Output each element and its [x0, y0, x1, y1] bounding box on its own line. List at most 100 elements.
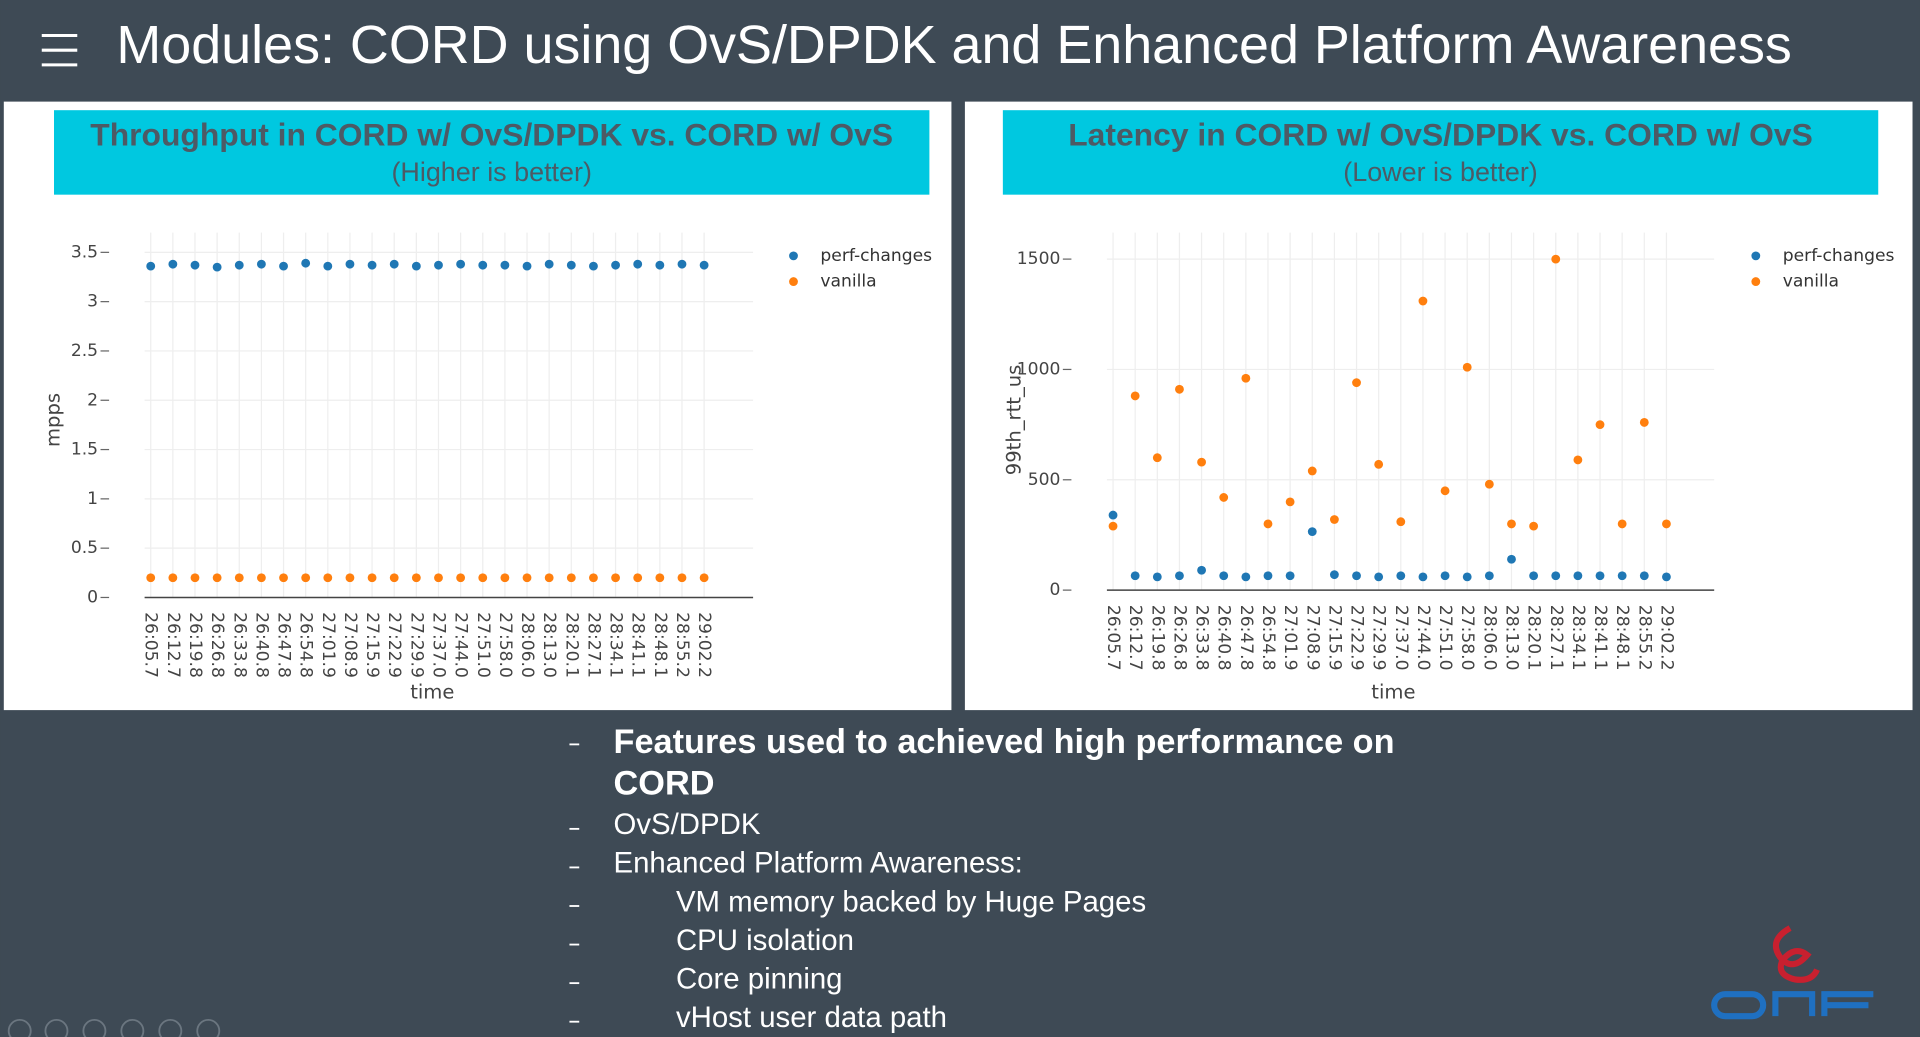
- data-point: [633, 259, 643, 269]
- data-point: [256, 259, 266, 269]
- data-point: [279, 573, 288, 583]
- nav-controls[interactable]: [7, 1018, 221, 1037]
- data-point: [655, 260, 665, 270]
- y-tick-label: 1500: [1017, 249, 1061, 269]
- data-point: [1130, 391, 1140, 401]
- data-point: [1418, 572, 1428, 582]
- sub-bullet-text: VM memory backed by Huge Pages: [676, 885, 1146, 918]
- x-tick-label: 27:51.0: [473, 612, 493, 678]
- data-point: [1396, 517, 1406, 527]
- data-point: [1197, 565, 1206, 575]
- bullet-text: Enhanced Platform Awareness:: [614, 847, 1023, 880]
- y-tick-label: 500: [1028, 470, 1061, 490]
- x-tick-label: 26:26.8: [207, 612, 227, 678]
- data-point: [1462, 362, 1472, 372]
- data-point: [1108, 510, 1118, 520]
- y-tick-label: 1.5: [71, 440, 98, 460]
- x-tick-label: 27:44.0: [451, 612, 471, 678]
- x-tick-label: 26:54.8: [296, 612, 316, 678]
- data-point: [522, 573, 532, 583]
- x-tick-label: 27:37.0: [1391, 605, 1411, 671]
- x-tick-label: 28:41.1: [628, 612, 648, 678]
- y-tick-label: 2.5: [71, 341, 98, 361]
- y-tick-label: 0: [1049, 580, 1060, 600]
- bullet-block: Features used to achieved high performan…: [613, 722, 1395, 802]
- data-point: [1484, 571, 1494, 581]
- data-point: [146, 261, 156, 271]
- x-tick-label: 26:47.8: [274, 612, 294, 678]
- legend-label: vanilla: [820, 272, 876, 292]
- data-point: [1595, 571, 1605, 581]
- x-tick-label: 27:51.0: [1435, 605, 1455, 671]
- data-point: [1241, 373, 1251, 383]
- y-tick-label: 2: [87, 390, 98, 410]
- menu-icon[interactable]: [41, 33, 78, 67]
- data-point: [500, 573, 510, 583]
- data-point: [1484, 479, 1494, 489]
- x-tick-label: 26:33.8: [1192, 605, 1212, 671]
- data-point: [168, 259, 178, 269]
- data-point: [1617, 519, 1627, 529]
- data-point: [1329, 515, 1339, 524]
- data-point: [456, 259, 466, 269]
- data-point: [611, 573, 620, 583]
- bullet-text: Features used to achieved high performan…: [613, 722, 1395, 802]
- data-point: [323, 261, 333, 271]
- chart-title: Throughput in CORD w/ OvS/DPDK vs. CORD …: [90, 117, 893, 153]
- data-point: [478, 573, 488, 583]
- title-box: [54, 110, 930, 195]
- data-point: [611, 260, 620, 270]
- x-tick-label: 26:40.8: [1214, 605, 1234, 671]
- x-tick-label: 28:13.0: [1501, 605, 1521, 671]
- y-tick-label: 3.5: [71, 242, 98, 262]
- x-tick-label: 27:37.0: [428, 612, 448, 678]
- data-point: [1418, 296, 1428, 306]
- sub-bullet-text: vHost user data path: [676, 1001, 947, 1034]
- data-point: [1374, 572, 1384, 582]
- data-point: [212, 573, 222, 583]
- data-point: [434, 260, 443, 270]
- data-point: [389, 259, 399, 269]
- x-tick-label: 26:33.8: [229, 612, 249, 678]
- x-tick-label: 28:55.2: [1634, 605, 1654, 671]
- x-tick-label: 26:19.8: [1147, 605, 1167, 671]
- y-tick-label: 1000: [1017, 359, 1061, 379]
- data-point: [345, 259, 355, 269]
- data-point: [367, 260, 377, 270]
- x-tick-label: 27:15.9: [1324, 605, 1344, 671]
- y-tick-label: 1: [87, 489, 98, 509]
- data-point: [633, 573, 643, 583]
- y-tick-label: 3: [87, 292, 98, 312]
- data-point: [168, 573, 178, 583]
- slide-title: Modules: CORD using OvS/DPDK and Enhance…: [116, 15, 1791, 75]
- data-point: [1595, 420, 1605, 430]
- x-tick-label: 28:55.2: [672, 612, 692, 678]
- data-point: [589, 261, 598, 271]
- x-tick-label: 28:27.1: [583, 612, 603, 678]
- x-tick-label: 26:47.8: [1236, 605, 1256, 671]
- data-point: [677, 573, 687, 583]
- x-axis-label: time: [410, 680, 454, 703]
- data-point: [1108, 521, 1118, 531]
- data-point: [1352, 378, 1361, 388]
- x-tick-label: 27:08.9: [1302, 605, 1322, 671]
- x-tick-label: 26:12.7: [163, 612, 183, 678]
- legend-marker: [1751, 277, 1761, 287]
- x-tick-label: 28:41.1: [1590, 605, 1610, 671]
- x-tick-label: 28:20.1: [1524, 605, 1544, 671]
- data-point: [1152, 453, 1162, 463]
- data-point: [301, 573, 311, 583]
- y-axis-label: mpps: [42, 393, 65, 447]
- chart-panel: [3, 101, 952, 711]
- chart-title: Latency in CORD w/ OvS/DPDK vs. CORD w/ …: [1068, 117, 1813, 153]
- data-point: [1396, 571, 1406, 581]
- data-point: [1529, 521, 1539, 531]
- y-axis-label: 99th_rtt_us: [1003, 365, 1026, 476]
- x-tick-label: 28:27.1: [1546, 605, 1566, 671]
- x-tick-label: 28:06.0: [517, 612, 537, 678]
- data-point: [1551, 254, 1561, 264]
- x-tick-label: 28:48.1: [1612, 605, 1632, 671]
- data-point: [1374, 459, 1384, 469]
- x-tick-label: 28:34.1: [606, 612, 626, 678]
- data-point: [301, 258, 311, 268]
